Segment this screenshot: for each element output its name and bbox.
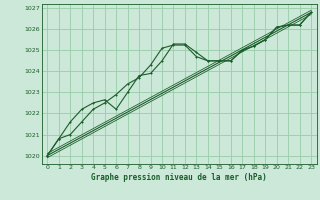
X-axis label: Graphe pression niveau de la mer (hPa): Graphe pression niveau de la mer (hPa): [91, 173, 267, 182]
